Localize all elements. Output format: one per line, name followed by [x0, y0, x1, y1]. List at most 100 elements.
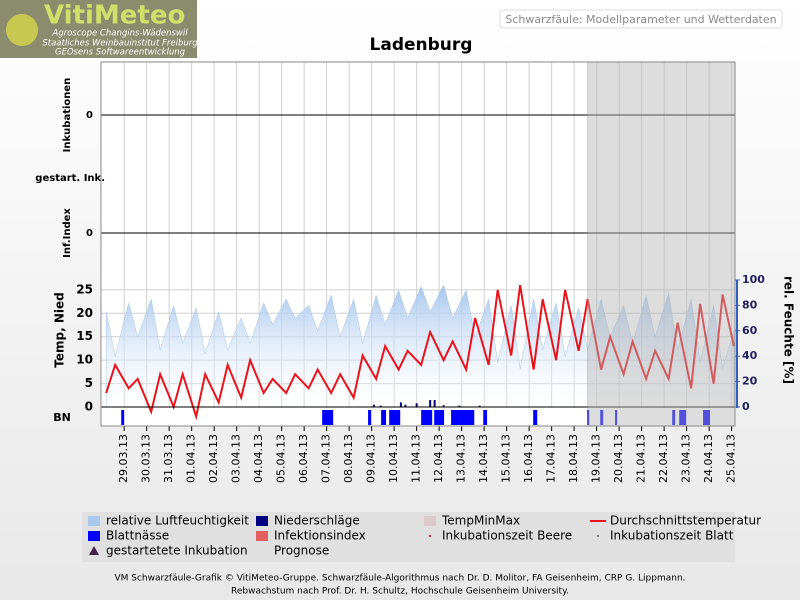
legend-swatch	[88, 516, 100, 526]
y-tick-label: 0	[85, 400, 93, 414]
logo-grapes	[6, 14, 38, 46]
x-tick-label: 21.04.13	[635, 434, 648, 483]
caption: Schwarzfäule: Modellparameter und Wetter…	[505, 13, 776, 26]
prognose-region	[587, 61, 736, 427]
x-tick-label: 09.04.13	[365, 434, 378, 483]
leaf-wetness-bar	[389, 410, 401, 425]
leaf-wetness-bar	[533, 410, 538, 425]
y-axis-label: gestart. Ink.	[35, 173, 105, 184]
precipitation-bar	[399, 402, 402, 408]
legend-label: Niederschläge	[274, 514, 360, 528]
y-tick-label: 0	[86, 110, 93, 121]
leaf-wetness-bar	[421, 410, 433, 425]
legend-label: gestartetete Inkubation	[106, 544, 248, 558]
y2-axis-label: rel. Feuchte [%]	[782, 276, 796, 384]
precipitation-bar	[379, 405, 382, 408]
x-tick-label: 01.04.13	[185, 434, 198, 483]
legend-swatch	[428, 534, 432, 538]
caption-box	[499, 9, 783, 29]
x-tick-label: 31.03.13	[162, 434, 175, 483]
y-tick-label: 10	[76, 353, 93, 367]
leaf-wetness-bar	[121, 410, 125, 425]
humidity-area	[105, 284, 735, 408]
y2-tick-label: 20	[742, 375, 758, 388]
legend-label: Blattnässe	[106, 529, 169, 543]
leaf-wetness-bar	[434, 410, 445, 425]
legend-swatch	[88, 531, 100, 541]
leaf-wetness-bar	[451, 410, 475, 425]
y-axis-label: Inkubationen	[62, 78, 73, 153]
precipitation-bar	[478, 405, 481, 408]
x-tick-label: 04.04.13	[252, 434, 265, 483]
x-tick-label: 16.04.13	[522, 434, 535, 483]
y2-tick-label: 100	[742, 273, 765, 286]
x-tick-label: 29.03.13	[117, 434, 130, 483]
y-axis-label: Inf.Index	[62, 208, 73, 258]
legend-swatch	[256, 516, 268, 526]
x-tick-label: 23.04.13	[680, 434, 693, 483]
y2-tick-label: 80	[742, 298, 758, 311]
x-tick-label: 17.04.13	[545, 434, 558, 483]
precipitation-bar	[433, 400, 436, 408]
x-tick-label: 12.04.13	[432, 434, 445, 483]
frame	[100, 61, 736, 427]
leaf-wetness-bar	[368, 410, 372, 425]
legend-label: Infektionsindex	[274, 529, 366, 543]
precipitation-bar	[404, 404, 407, 408]
logo-line: GEOsens Softwareentwicklung	[55, 48, 186, 58]
leaf-wetness-bar	[615, 410, 618, 425]
leaf-wetness-bar	[322, 410, 334, 425]
leaf-wetness-bar	[672, 410, 676, 425]
y-tick-label: 25	[76, 282, 93, 296]
y-axis-label: BN	[53, 411, 71, 424]
legend-swatch	[596, 534, 600, 538]
y2-tick-label: 60	[742, 324, 758, 337]
y-tick-label: 0	[86, 228, 93, 239]
leaf-wetness-bar	[703, 410, 711, 425]
legend-swatch	[89, 546, 99, 555]
precipitation-bar	[415, 403, 418, 408]
legend-label: Inkubationszeit Beere	[442, 529, 572, 543]
x-tick-label: 15.04.13	[500, 434, 513, 483]
legend-label: Durchschnittstemperatur	[610, 514, 761, 528]
leaf-wetness-bar	[600, 410, 604, 425]
x-tick-label: 30.03.13	[140, 434, 153, 483]
leaf-wetness-bar	[483, 410, 488, 425]
temperature-line	[105, 285, 735, 421]
x-tick-label: 03.04.13	[230, 434, 243, 483]
precipitation-bar	[458, 405, 461, 408]
legend-label: Prognose	[274, 544, 329, 558]
legend-box	[82, 512, 735, 562]
footer: Rebwachstum nach Prof. Dr. H. Schultz, H…	[231, 587, 569, 597]
y2-tick-label: 40	[742, 349, 758, 362]
logo-line: Staatliches Weinbauinstitut Freiburg	[42, 39, 198, 49]
leaf-wetness-bar	[679, 410, 687, 425]
legend-swatch	[424, 516, 436, 526]
x-tick-label: 05.04.13	[275, 434, 288, 483]
x-tick-label: 25.04.13	[725, 434, 738, 483]
x-tick-label: 13.04.13	[455, 434, 468, 483]
logo-line: Agroscope Changins-Wädenswil	[51, 29, 188, 39]
y-tick-label: 20	[76, 306, 93, 320]
y2-tick-label: 0	[742, 400, 750, 413]
y-tick-label: 5	[85, 376, 93, 390]
x-tick-label: 11.04.13	[410, 434, 423, 483]
x-tick-label: 20.04.13	[612, 434, 625, 483]
precipitation-bar	[372, 404, 375, 408]
logo: VitiMeteo	[44, 1, 185, 31]
x-tick-label: 07.04.13	[320, 434, 333, 483]
x-tick-label: 14.04.13	[477, 434, 490, 483]
x-tick-label: 10.04.13	[387, 434, 400, 483]
x-tick-label: 18.04.13	[567, 434, 580, 483]
leaf-wetness-bar	[381, 410, 387, 425]
x-tick-label: 24.04.13	[702, 434, 715, 483]
x-tick-label: 08.04.13	[342, 434, 355, 483]
y-axis-label: Temp, Nied	[53, 292, 67, 367]
y-tick-label: 15	[76, 329, 93, 343]
title: Ladenburg	[370, 35, 473, 55]
leaf-wetness-bar	[587, 410, 590, 425]
x-tick-label: 06.04.13	[297, 434, 310, 483]
legend-label: Inkubationszeit Blatt	[610, 529, 734, 543]
legend-label: relative Luftfeuchtigkeit	[106, 514, 249, 528]
